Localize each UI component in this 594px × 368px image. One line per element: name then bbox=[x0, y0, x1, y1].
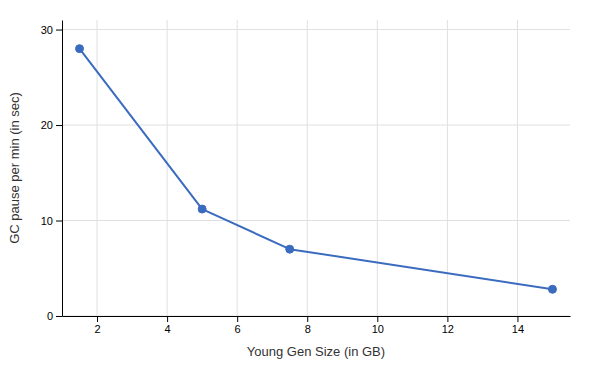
y-axis-tick-label: 10 bbox=[41, 215, 53, 227]
x-axis-tick: 4 bbox=[165, 316, 171, 335]
y-axis-tick-mark bbox=[56, 221, 62, 222]
x-axis-line bbox=[63, 316, 571, 317]
grid-line-x bbox=[237, 20, 238, 316]
x-axis-tick-mark bbox=[237, 316, 238, 322]
x-axis-tick-mark bbox=[447, 316, 448, 322]
x-axis-tick: 2 bbox=[94, 316, 100, 335]
chart-svg: 2 4 6 8 10 12 14 0 10 20 30 Young Gen Size (in GB) G… bbox=[0, 0, 594, 368]
line bbox=[80, 49, 553, 290]
y-axis-tick-mark bbox=[56, 316, 62, 317]
plot-area: 2 4 6 8 10 12 14 0 10 20 30 bbox=[41, 20, 571, 335]
grid-line-x bbox=[517, 20, 518, 316]
x-axis-title: Young Gen Size (in GB) bbox=[247, 344, 385, 359]
grid-line-x bbox=[307, 20, 308, 316]
x-axis-tick-mark bbox=[167, 316, 168, 322]
x-axis-tick: 10 bbox=[372, 316, 384, 335]
grid bbox=[62, 20, 570, 316]
y-axis-tick: 10 bbox=[41, 215, 62, 227]
marks bbox=[76, 45, 557, 294]
y-axis-tick-mark bbox=[56, 30, 62, 31]
grid-line-y bbox=[62, 316, 570, 317]
x-axis-tick-mark bbox=[307, 316, 308, 322]
grid-line-x bbox=[167, 20, 168, 316]
point bbox=[286, 245, 294, 253]
grid-line-x bbox=[377, 20, 378, 316]
x-axis-tick-label: 6 bbox=[235, 323, 241, 335]
y-axis-title: GC pause per min (in sec) bbox=[7, 92, 22, 244]
grid-line-y bbox=[62, 29, 570, 30]
point bbox=[198, 205, 206, 213]
point bbox=[548, 285, 556, 293]
x-axis-tick-mark bbox=[517, 316, 518, 322]
y-axis: 0 10 20 30 bbox=[41, 21, 63, 323]
x-axis-tick: 12 bbox=[442, 316, 454, 335]
x-axis-tick-label: 2 bbox=[94, 323, 100, 335]
x-axis-tick: 6 bbox=[235, 316, 241, 335]
y-axis-tick-label: 20 bbox=[41, 119, 53, 131]
x-axis-tick: 8 bbox=[305, 316, 311, 335]
y-axis-tick-label: 30 bbox=[41, 24, 53, 36]
x-axis-tick-mark bbox=[97, 316, 98, 322]
x-axis-tick: 14 bbox=[512, 316, 524, 335]
x-axis-tick-label: 14 bbox=[512, 323, 524, 335]
y-axis-tick-mark bbox=[56, 125, 62, 126]
grid-line-y bbox=[62, 220, 570, 221]
y-axis-tick-label: 0 bbox=[47, 310, 53, 322]
y-axis-line bbox=[62, 21, 63, 317]
y-axis-tick: 20 bbox=[41, 119, 62, 131]
x-axis-tick-label: 4 bbox=[165, 323, 171, 335]
x-axis: 2 4 6 8 10 12 14 bbox=[63, 316, 571, 335]
x-axis-tick-label: 10 bbox=[372, 323, 384, 335]
chart-container: 2 4 6 8 10 12 14 0 10 20 30 Young Gen Size (in GB) G… bbox=[0, 0, 594, 368]
y-axis-tick: 0 bbox=[47, 310, 62, 322]
grid-line-x bbox=[447, 20, 448, 316]
x-axis-tick-label: 12 bbox=[442, 323, 454, 335]
y-axis-tick: 30 bbox=[41, 24, 62, 36]
point bbox=[76, 45, 84, 53]
grid-line-x bbox=[97, 20, 98, 316]
x-axis-tick-mark bbox=[377, 316, 378, 322]
x-axis-tick-label: 8 bbox=[305, 323, 311, 335]
